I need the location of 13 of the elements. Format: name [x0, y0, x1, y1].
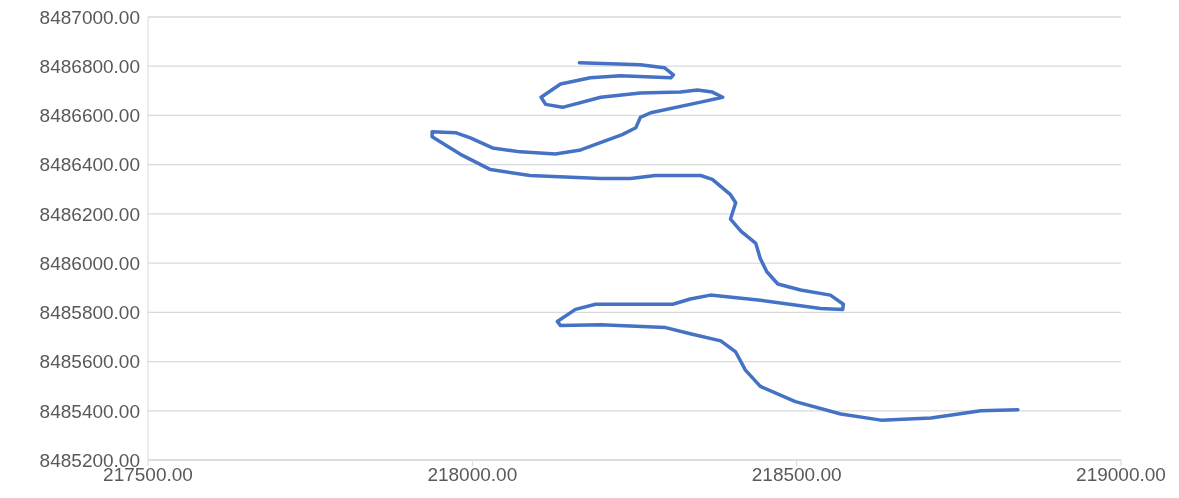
x-tick-label: 218500.00 — [751, 464, 842, 486]
line-series — [430, 61, 1020, 422]
x-tick-label: 218000.00 — [427, 464, 518, 486]
y-tick-label: 8486200.00 — [39, 203, 140, 225]
x-tick-label: 219000.00 — [1076, 464, 1166, 486]
y-tick-label: 8486600.00 — [39, 105, 140, 127]
y-tick-label: 8486800.00 — [39, 55, 140, 77]
y-tick-label: 8487000.00 — [39, 6, 140, 28]
y-tick-label: 8485800.00 — [39, 302, 140, 324]
y-tick-label: 8486400.00 — [39, 154, 140, 176]
y-tick-label: 8485600.00 — [39, 351, 140, 373]
y-tick-label: 8485400.00 — [39, 400, 140, 422]
y-tick-label: 8486000.00 — [39, 252, 140, 274]
